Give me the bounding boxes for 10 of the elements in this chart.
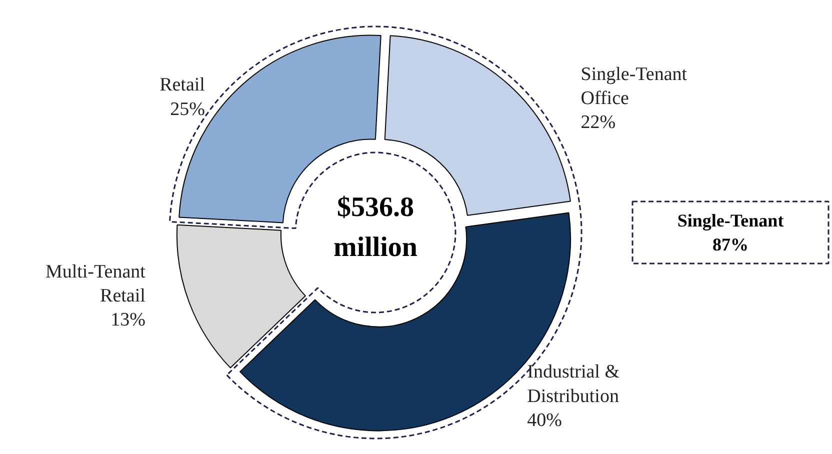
data-label: 40% — [527, 410, 562, 432]
slice-label: Retail — [160, 74, 205, 96]
slice-label: Multi-Tenant Retail — [45, 261, 146, 306]
slice-label: Single-Tenant Office — [580, 64, 688, 110]
data-label: 22% — [580, 112, 616, 134]
data-label: 25% — [170, 98, 206, 120]
text: Single-Tenant 87% — [677, 210, 784, 254]
text: $536.8 million — [333, 192, 418, 264]
data-label: 13% — [110, 310, 146, 331]
slice-label: Industrial & Distribution — [527, 362, 620, 407]
